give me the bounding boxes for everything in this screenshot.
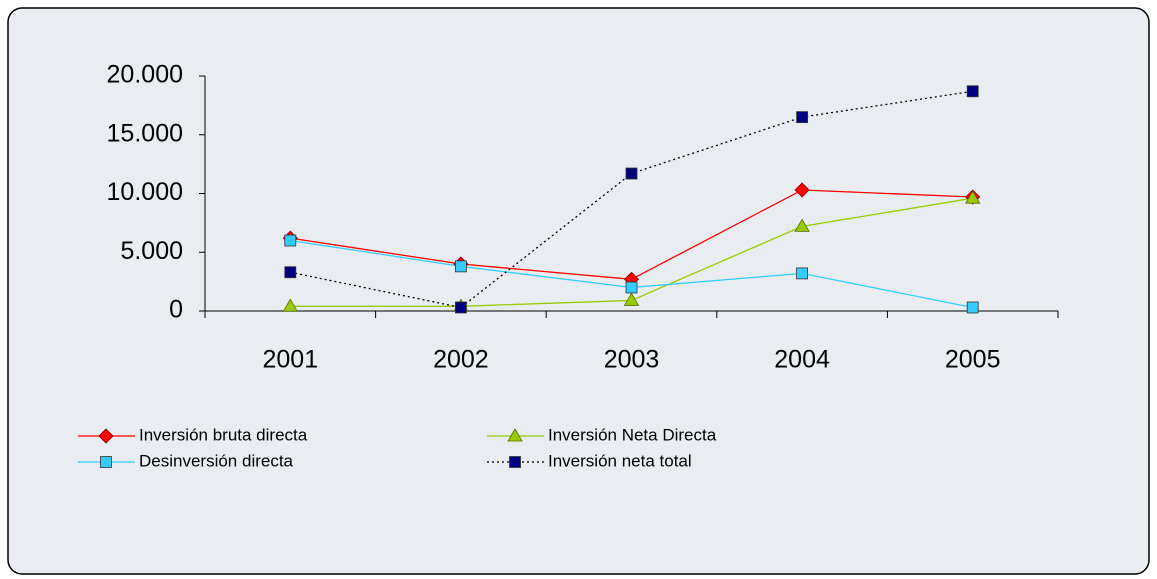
x-tick-label: 2001	[262, 346, 318, 374]
y-tick-label: 10.000	[107, 178, 183, 206]
chart-panel	[7, 7, 1150, 575]
data-point	[282, 298, 298, 312]
data-point	[454, 301, 467, 314]
data-point	[966, 85, 979, 98]
legend-label: Inversión neta total	[548, 451, 692, 470]
x-tick-label: 2004	[774, 346, 830, 374]
legend-label: Inversión Neta Directa	[548, 425, 717, 444]
y-tick-label: 0	[169, 296, 183, 324]
legend-marker	[507, 428, 523, 442]
data-point	[966, 301, 979, 314]
legend-label: Inversión bruta directa	[139, 425, 308, 444]
data-point	[796, 267, 808, 280]
x-tick-label: 2003	[604, 346, 660, 374]
data-point	[796, 111, 808, 124]
data-point	[625, 281, 638, 294]
data-point	[454, 260, 467, 273]
data-point	[794, 218, 810, 232]
legend-marker	[98, 428, 114, 444]
data-point	[794, 182, 810, 198]
legend-label: Desinversión directa	[139, 451, 294, 470]
y-tick-label: 5.000	[120, 237, 183, 265]
y-tick-label: 15.000	[107, 119, 183, 147]
data-point	[965, 190, 981, 204]
legend-marker	[509, 456, 521, 468]
legend-marker	[100, 456, 112, 468]
y-tick-label: 20.000	[107, 61, 183, 89]
x-tick-label: 2005	[945, 346, 1001, 374]
data-point	[284, 266, 297, 279]
data-point	[284, 234, 297, 247]
data-point	[625, 167, 638, 180]
x-tick-label: 2002	[433, 346, 489, 374]
data-point	[623, 292, 640, 306]
